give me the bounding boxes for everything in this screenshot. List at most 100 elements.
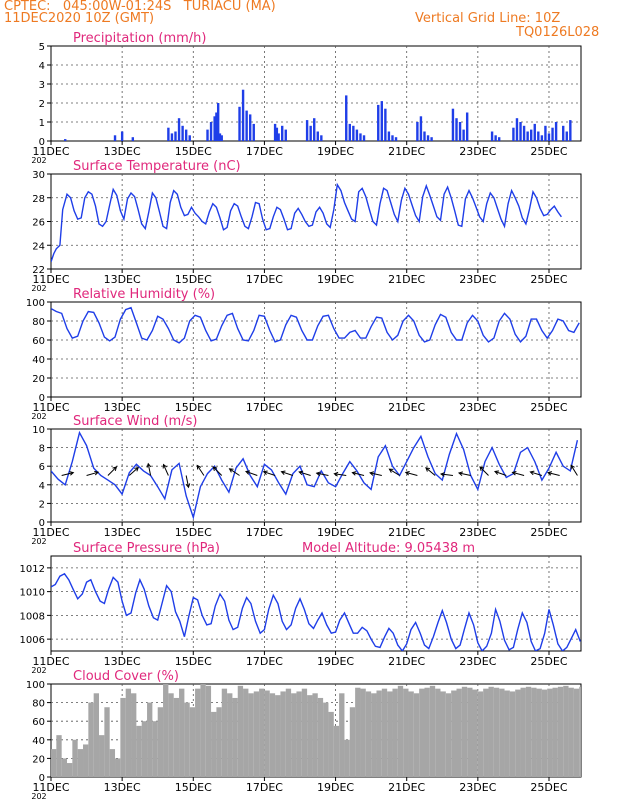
cloud-xtick-label: 17DEC [246,781,283,794]
cloud-bar [120,697,126,777]
cloud-bar [232,697,238,777]
precip-bar [215,112,218,141]
cloud-bar [419,688,425,777]
temp-xtick-label: 21DEC [388,273,425,286]
wind-vector-head [511,470,517,476]
wind-vector-head [212,466,218,471]
wind-vector [212,466,223,476]
wind-vector [229,468,240,476]
cloud-bar [152,721,158,777]
temp-ytick-label: 22 [32,265,45,276]
wind-vector [196,465,205,476]
temp-xtick-label: 23DEC [459,273,496,286]
wind-vector [425,467,436,476]
cloud-bar [301,688,308,777]
precip-bar [248,114,252,141]
precip-bar [64,139,67,141]
precip-bar [359,133,362,141]
cloud-bar [552,687,558,777]
wind-year-stub: 202 [31,537,46,546]
wind-title: Surface Wind (m/s) [73,414,197,429]
precip-bar [533,123,536,141]
wind-vector [299,471,311,476]
wind-vector-head [228,468,234,473]
rh-ytick-label: 20 [32,374,45,385]
cloud-bar [440,691,446,777]
cloud-bar [88,702,94,777]
cloud-ytick-label: 60 [32,717,45,728]
precip-bar [167,127,170,141]
precip-bar [320,135,323,141]
cloud-xtick-label: 23DEC [459,781,496,794]
wind-ytick-label: 6 [39,462,45,473]
cloud-ytick-label: 0 [39,773,45,784]
temp-xtick-label: 19DEC [317,273,354,286]
wind-ytick-label: 0 [39,518,45,529]
wind-vector-head [570,464,575,470]
cloud-xtick-label: 25DEC [530,781,567,794]
rh-xtick-label: 17DEC [246,401,283,414]
cloud-bar [445,693,452,777]
precip-bar [345,95,348,141]
wind-xtick-label: 15DEC [175,526,212,539]
precip-bar [174,131,177,141]
wind-vector-head [245,470,251,475]
cloud-bar [499,688,505,777]
precip-bar [462,129,465,141]
precip-bar [352,125,355,141]
temp-series-line [51,182,562,263]
cloud-bar [349,707,356,777]
wind-vector-head [162,463,167,469]
cloud-bar [397,685,404,777]
rh-xtick-label: 13DEC [104,401,141,414]
temp-xtick-label: 11DEC [32,273,69,286]
precip-bar [423,131,426,141]
wind-xtick-label: 19DEC [317,526,354,539]
precip-bar [377,104,380,141]
cloud-bar [248,693,254,777]
pressure-xtick-label: 17DEC [246,655,283,668]
wind-series-line [51,430,579,520]
wind-vector [334,473,347,476]
precip-bar [113,135,117,141]
cloud-bar [243,688,249,777]
wind-vector [369,472,382,476]
precip-bar [391,135,394,141]
wind-vector [61,472,74,476]
precip-bar [416,122,419,141]
cloud-bar [264,690,270,777]
precip-bar [565,131,568,141]
precip-bar [309,125,312,141]
wind-vector [281,471,294,476]
precip-bar [512,127,515,141]
cloud-bar [525,686,532,777]
cloud-bar [269,693,276,777]
precip-bar [380,101,384,141]
temp-xtick-label: 17DEC [246,273,283,286]
precip-bar [490,131,494,141]
cloud-bar [579,686,581,777]
precip-bar [494,135,497,141]
wind-vector [128,467,139,476]
precip-xtick-label: 15DEC [175,145,212,158]
cloud-bar [83,744,89,777]
wind-vector [479,466,489,476]
cloud-ytick-label: 100 [26,680,45,691]
model-code: TQ0126L028 [516,25,600,40]
rh-ytick-label: 100 [26,298,45,309]
cloud-bar [125,688,132,777]
cloud-bar [109,749,116,777]
cloud-bar [509,691,516,777]
wind-vector [512,471,525,476]
cloud-bar [477,691,484,777]
cloud-ytick-label: 40 [32,736,45,747]
precip-year-stub: 202 [31,156,46,165]
precip-bar [551,127,554,141]
precip-bar [216,103,220,141]
wind-xtick-label: 13DEC [104,526,141,539]
cloud-bar [157,707,164,777]
precip-bar [426,135,430,141]
cloud-bar [504,690,510,777]
precip-bar [206,129,209,141]
